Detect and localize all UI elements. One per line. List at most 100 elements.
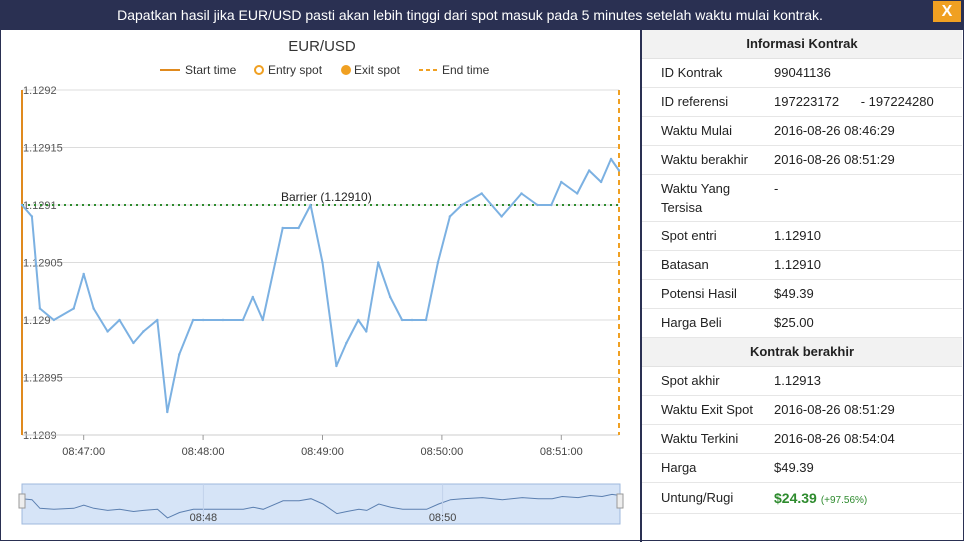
- info-label: Waktu Exit Spot: [661, 402, 753, 417]
- price-point: [281, 226, 284, 230]
- navigator-left-handle[interactable]: [18, 493, 26, 509]
- price-point: [106, 330, 109, 333]
- legend-end-time: End time: [442, 63, 490, 77]
- info-label: Harga: [661, 460, 697, 475]
- y-tick-label: 1.12915: [23, 143, 63, 155]
- price-point: [166, 410, 169, 414]
- info-label: Waktu berakhir: [661, 152, 748, 167]
- contract-info-panel: Informasi Kontrak ID Kontrak 99041136 ID…: [642, 30, 962, 542]
- x-tick-label: 08:51:00: [540, 446, 583, 458]
- info-value: 197223172 - 197224280: [774, 94, 934, 109]
- price-point: [587, 169, 591, 172]
- info-label: Waktu Terkini: [661, 431, 739, 446]
- profit-row: Untung/Rugi $24.39 (+97.56%): [642, 483, 962, 514]
- navigator-tick-label: 08:50: [429, 512, 457, 524]
- chart-title: EUR/USD: [288, 38, 356, 55]
- price-point: [309, 203, 312, 207]
- info-row: Batasan 1.12910: [642, 251, 962, 280]
- profit-value: $24.39: [774, 490, 817, 506]
- price-point: [251, 295, 255, 299]
- barrier-label: Barrier (1.12910): [281, 190, 372, 204]
- y-tick-label: 1.12905: [23, 258, 63, 270]
- price-point: [345, 341, 348, 345]
- price-point: [178, 353, 181, 356]
- x-tick-label: 08:48:00: [182, 446, 225, 458]
- price-point: [448, 215, 452, 218]
- y-tick-label: 1.129: [23, 315, 51, 327]
- price-point: [241, 318, 245, 322]
- price-point: [500, 215, 503, 218]
- chart-grid: [22, 89, 619, 436]
- legend-start-time: Start time: [185, 63, 237, 77]
- chart-legend[interactable]: Start time Entry spot Exit spot End time: [160, 63, 490, 77]
- price-point: [92, 307, 95, 310]
- info-row: Waktu Exit Spot 2016-08-26 08:51:29: [642, 396, 962, 425]
- price-point: [550, 203, 553, 207]
- info-value: 1.12910: [774, 257, 821, 272]
- x-axis: 08:47:00 08:48:00 08:49:00 08:50:00 08:51:00: [22, 434, 619, 458]
- price-point: [424, 318, 428, 322]
- price-point: [617, 169, 621, 172]
- price-point: [609, 157, 613, 161]
- legend-exit-spot: Exit spot: [354, 63, 401, 77]
- price-point: [201, 318, 205, 322]
- price-point: [191, 318, 195, 322]
- price-point: [132, 341, 135, 345]
- barrier-layer: Barrier (1.12910): [21, 90, 620, 435]
- price-point: [480, 192, 483, 195]
- x-tick-label: 08:49:00: [301, 446, 344, 458]
- navigator-line: [21, 493, 621, 519]
- price-point: [400, 318, 404, 322]
- price-point: [82, 272, 85, 276]
- info-value: $49.39: [774, 460, 814, 475]
- info-label: Harga Beli: [661, 315, 722, 330]
- profit-percent: (+97.56%): [820, 495, 868, 506]
- header-bar: Dapatkan hasil jika EUR/USD pasti akan l…: [0, 0, 964, 30]
- price-point: [52, 318, 56, 322]
- price-point: [520, 192, 523, 195]
- y-tick-label: 1.1291: [23, 200, 57, 212]
- price-point: [357, 318, 360, 322]
- navigator-window: [21, 483, 621, 525]
- panel-divider: [640, 30, 642, 542]
- y-tick-label: 1.1289: [23, 430, 57, 442]
- info-label: Waktu Mulai: [661, 123, 733, 138]
- price-point: [576, 192, 579, 195]
- chart-area: EUR/USD Start time Entry spot Exit spot …: [1, 30, 640, 540]
- price-point: [388, 295, 392, 299]
- x-tick-label: 08:50:00: [420, 446, 463, 458]
- info-value: 1.12910: [774, 228, 821, 243]
- y-tick-label: 1.12895: [23, 373, 63, 385]
- info-value: 99041136: [774, 65, 831, 80]
- price-point: [20, 203, 24, 207]
- info-label: Potensi Hasil: [661, 286, 737, 301]
- info-value: 2016-08-26 08:54:04: [774, 431, 895, 446]
- series-layer: [20, 157, 621, 414]
- x-tick-label: 08:47:00: [62, 446, 105, 458]
- info-row: Potensi Hasil $49.39: [642, 280, 962, 309]
- info-row: Spot entri 1.12910: [642, 222, 962, 251]
- contract-description: Dapatkan hasil jika EUR/USD pasti akan l…: [117, 7, 823, 23]
- price-point: [377, 261, 380, 264]
- info-label: Spot akhir: [661, 373, 720, 388]
- info-value: $25.00: [774, 315, 814, 330]
- price-chart: EUR/USD Start time Entry spot Exit spot …: [18, 38, 624, 525]
- navigator-right-handle[interactable]: [616, 493, 624, 509]
- price-point: [536, 203, 539, 207]
- chart-navigator[interactable]: 08:48 08:50: [18, 483, 624, 525]
- price-point: [30, 215, 34, 218]
- price-point: [335, 364, 338, 368]
- price-point: [72, 307, 75, 310]
- profit-label: Untung/Rugi: [661, 490, 734, 505]
- contract-info-heading: Informasi Kontrak: [642, 30, 962, 59]
- price-point: [436, 261, 440, 264]
- y-tick-label: 1.1292: [23, 85, 57, 97]
- info-value: $49.39: [774, 286, 814, 301]
- close-button[interactable]: X: [933, 1, 961, 22]
- info-value: 2016-08-26 08:51:29: [774, 402, 895, 417]
- info-value: 2016-08-26 08:51:29: [774, 152, 895, 167]
- price-point: [560, 180, 563, 184]
- info-label: Waktu Yang Tersisa: [661, 181, 731, 215]
- price-point: [118, 318, 121, 322]
- price-point: [38, 307, 42, 310]
